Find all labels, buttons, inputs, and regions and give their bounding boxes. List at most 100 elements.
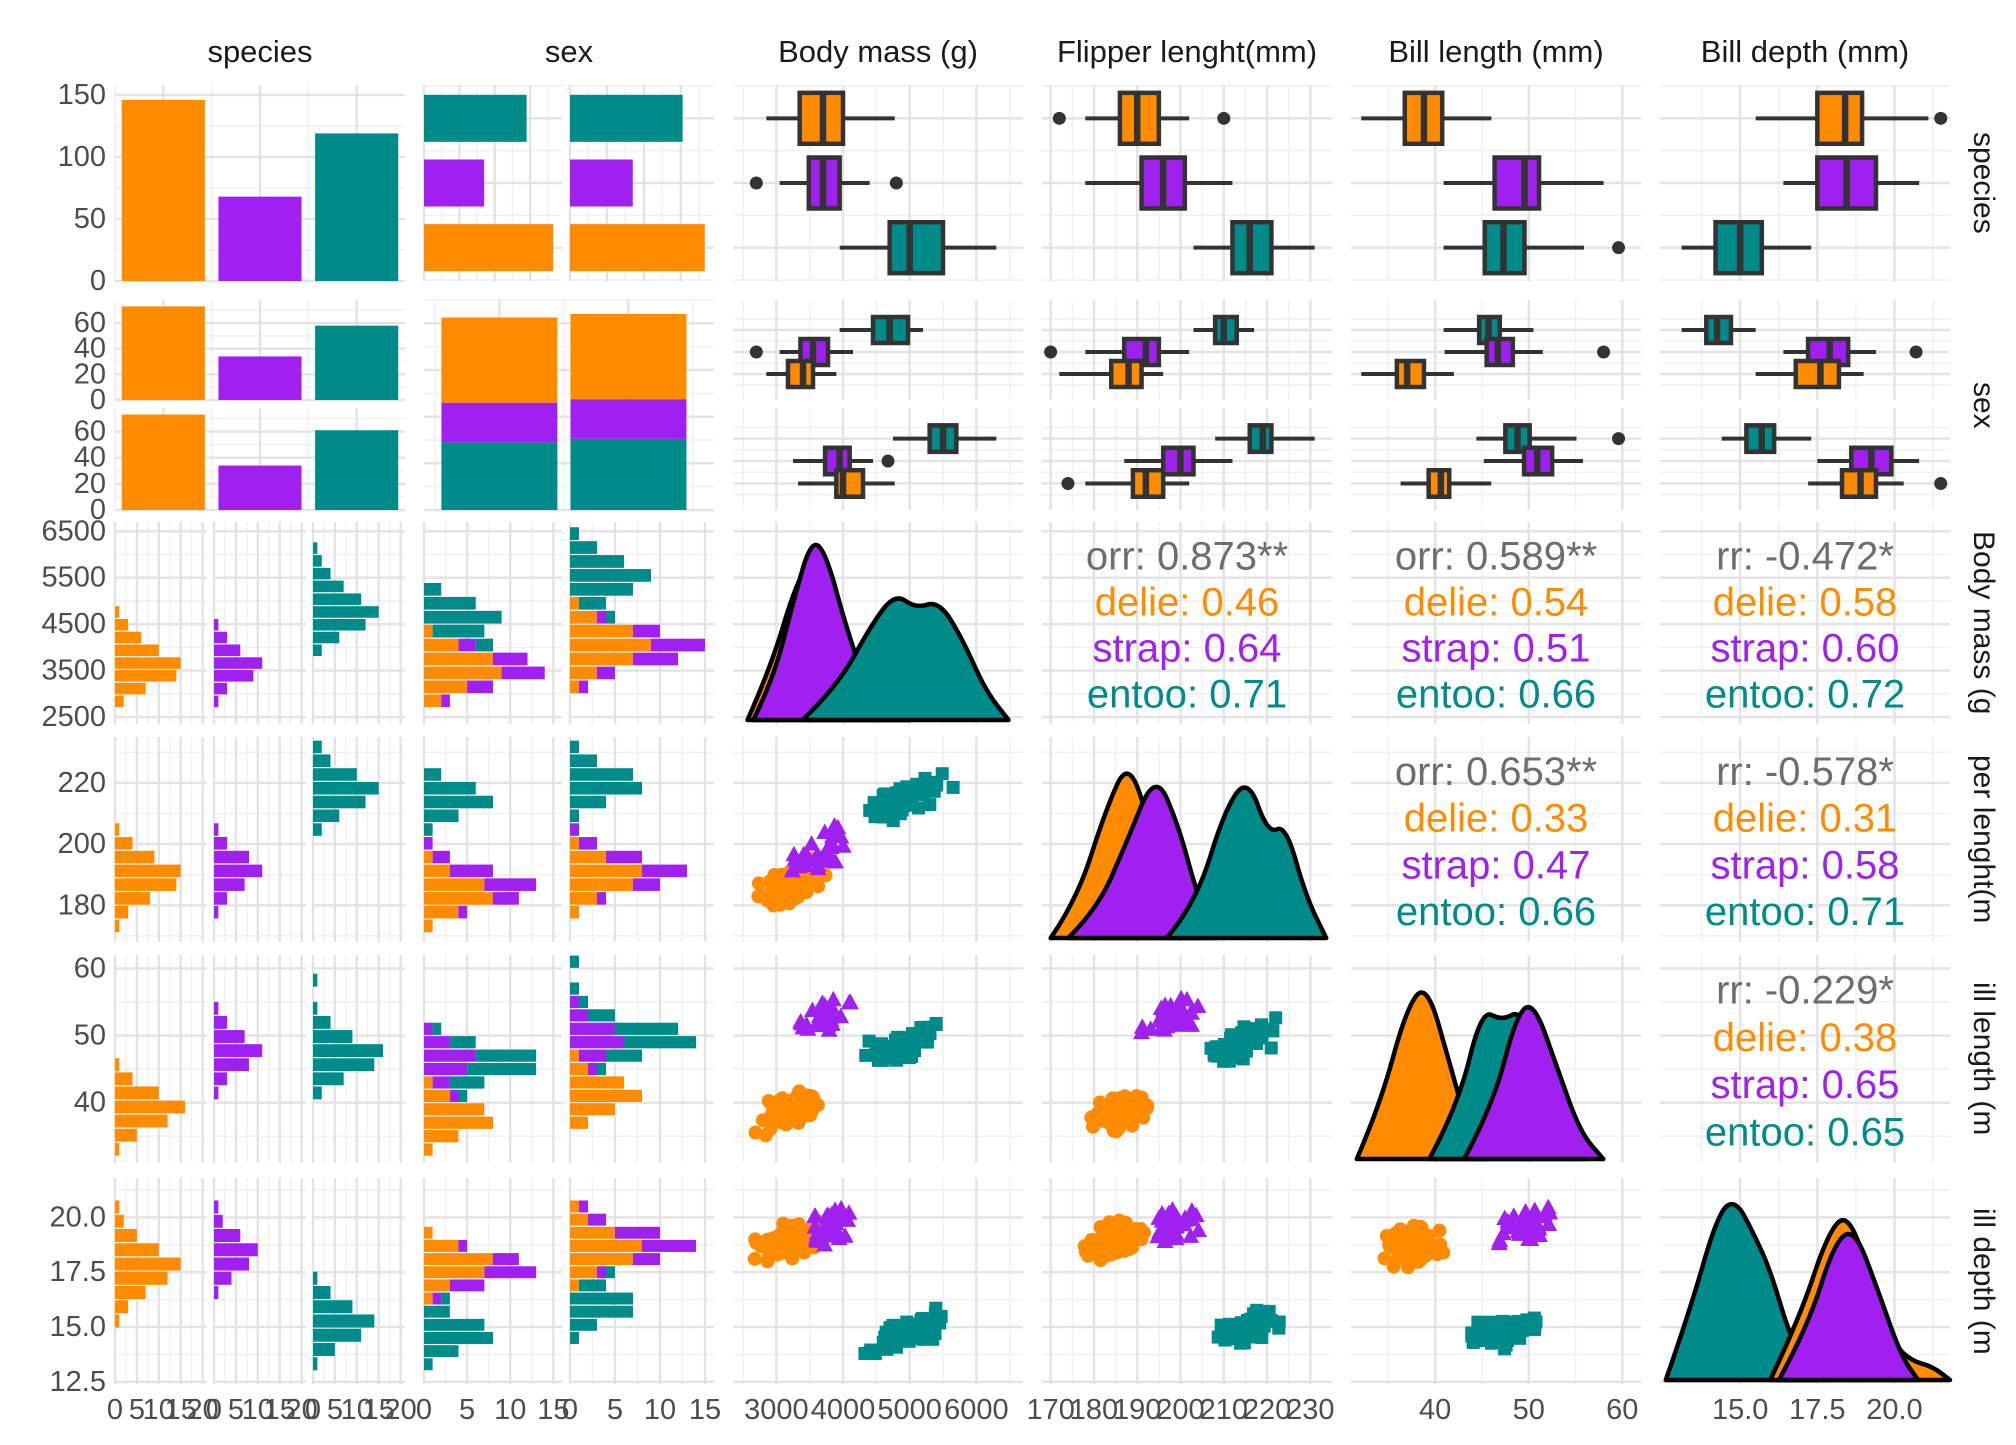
corr-text-line: delie: 0.54	[1404, 580, 1589, 624]
panel-r0c0-vbars	[114, 85, 405, 283]
axis-tick-label: 60	[74, 952, 106, 984]
row-label-sex: sex	[1967, 381, 2000, 429]
axis-tick-label: 20	[285, 1394, 317, 1426]
axis-tick-label: 5	[607, 1394, 623, 1426]
axis-tick-label: 200	[1156, 1394, 1204, 1426]
panel-r4c4-density	[1351, 955, 1641, 1163]
panel-r5c0-hist3	[113, 1178, 405, 1384]
axis-tick-label: 100	[58, 141, 106, 173]
axis-tick-label: 20.0	[50, 1201, 106, 1233]
axis-tick-label: 6500	[41, 515, 106, 547]
axis-tick-label: 20	[384, 1394, 416, 1426]
panel-r1c5-boxrow2	[1660, 300, 1950, 510]
axis-tick-label: 0	[416, 1394, 432, 1426]
axis-tick-label: 12.5	[50, 1366, 106, 1398]
axis-tick-label: 20	[74, 358, 106, 390]
axis-tick-label: 15	[689, 1394, 721, 1426]
axis-tick-label: 15	[264, 1394, 296, 1426]
axis-tick-labels: 1501005006040200604020065005500450035002…	[41, 79, 1922, 1426]
axis-tick-label: 230	[1286, 1394, 1334, 1426]
axis-tick-label: 17.5	[1789, 1394, 1845, 1426]
panel-r5c3-scatter	[1042, 1178, 1332, 1384]
panel-r2c1-hist2	[422, 522, 714, 724]
axis-tick-label: 20.0	[1866, 1394, 1922, 1426]
axis-tick-label: 4000	[811, 1394, 876, 1426]
axis-tick-label: 5	[228, 1394, 244, 1426]
corr-text-line: entoo: 0.66	[1396, 673, 1596, 717]
axis-tick-label: 3000	[744, 1394, 809, 1426]
axis-tick-label: 10	[494, 1394, 526, 1426]
corr-text-line: entoo: 0.66	[1396, 890, 1596, 934]
axis-tick-label: 0	[90, 494, 106, 526]
axis-tick-label: 60	[74, 416, 106, 448]
axis-tick-label: 5000	[877, 1394, 942, 1426]
panel-r0c3-boxrow	[1042, 85, 1332, 281]
axis-tick-label: 0	[90, 265, 106, 297]
corr-text-line: orr: 0.653**	[1395, 750, 1597, 794]
column-title-species: species	[207, 34, 313, 69]
corr-text-line: delie: 0.38	[1713, 1016, 1898, 1060]
panel-r1c1-stack2	[424, 299, 714, 512]
panel-r2c0-hist3	[113, 522, 405, 724]
axis-tick-label: 40	[74, 1087, 106, 1119]
corr-text-line: delie: 0.46	[1095, 580, 1280, 624]
panel-r0c1-hbars2	[422, 85, 714, 281]
axis-tick-label: 40	[74, 442, 106, 474]
panel-r5c2-scatter	[733, 1178, 1023, 1384]
column-title-body-mass: Body mass (g)	[778, 34, 978, 69]
row-label-species: species	[1967, 132, 2000, 234]
axis-tick-label: 5	[327, 1394, 343, 1426]
panel-r1c2-boxrow2	[733, 300, 1023, 510]
column-title-flipper-length: Flipper lenght(mm)	[1056, 34, 1318, 69]
corr-text-line: strap: 0.65	[1710, 1063, 1899, 1107]
panel-r0c5-boxrow	[1660, 85, 1950, 281]
axis-tick-label: 10	[143, 1394, 175, 1426]
panel-r5c1-hist2	[422, 1178, 714, 1384]
column-title-sex: sex	[544, 34, 594, 69]
corr-text-line: entoo: 0.71	[1087, 673, 1287, 717]
axis-tick-label: 0	[90, 384, 106, 416]
row-label-flipper-length: per lenght(m	[1967, 755, 2000, 924]
row-label-bill-depth: ill depth (m	[1967, 1207, 2000, 1355]
panel-r3c2-scatter	[733, 737, 1023, 942]
corr-text-line: orr: 0.589**	[1395, 534, 1597, 578]
corr-text-line: strap: 0.58	[1710, 843, 1899, 887]
panel-r0c4-boxrow	[1351, 85, 1641, 281]
axis-tick-label: 50	[1513, 1394, 1545, 1426]
axis-tick-label: 220	[58, 767, 106, 799]
axis-tick-label: 15.0	[50, 1311, 106, 1343]
axis-tick-label: 0	[305, 1394, 321, 1426]
axis-tick-label: 60	[74, 307, 106, 339]
corr-text-line: delie: 0.58	[1713, 580, 1898, 624]
row-label-body-mass: Body mass (g	[1967, 531, 2000, 715]
axis-tick-label: 15	[165, 1394, 197, 1426]
axis-tick-label: 50	[74, 1020, 106, 1052]
axis-tick-label: 2500	[41, 701, 106, 733]
panel-r1c3-boxrow2	[1042, 300, 1332, 510]
corr-text-line: delie: 0.33	[1404, 797, 1589, 841]
axis-tick-label: 190	[1113, 1394, 1161, 1426]
panel-r3c0-hist3	[113, 737, 405, 942]
corr-text-line: strap: 0.64	[1092, 626, 1281, 670]
corr-text-line: rr: -0.229*	[1716, 968, 1894, 1012]
axis-tick-label: 60	[1606, 1394, 1638, 1426]
panel-r2c2-density	[733, 522, 1023, 724]
axis-tick-label: 20	[74, 468, 106, 500]
panel-r4c3-scatter	[1042, 955, 1332, 1163]
axis-tick-label: 200	[58, 828, 106, 860]
axis-tick-label: 3500	[41, 655, 106, 687]
corr-text-line: rr: -0.472*	[1716, 534, 1894, 578]
panel-r3c1-hist2	[422, 737, 714, 942]
panel-r4c0-hist3	[113, 955, 405, 1163]
corr-text-line: strap: 0.60	[1710, 626, 1899, 670]
corr-text-line: entoo: 0.65	[1705, 1111, 1905, 1155]
panel-r4c1-hist2	[422, 955, 714, 1163]
axis-tick-label: 6000	[944, 1394, 1009, 1426]
axis-tick-label: 220	[1243, 1394, 1291, 1426]
